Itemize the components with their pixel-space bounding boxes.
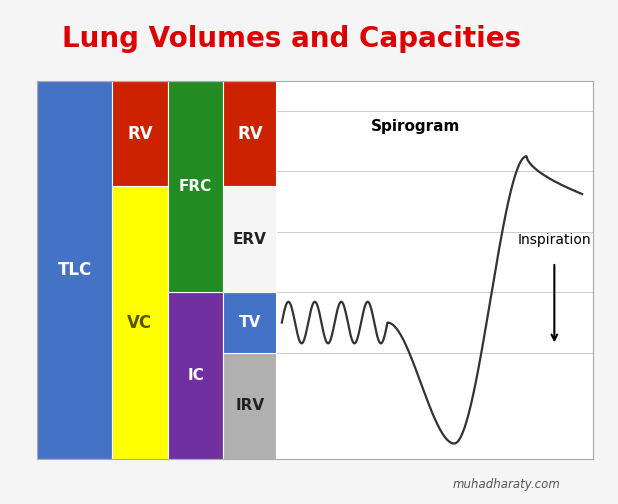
Text: IC: IC: [187, 368, 204, 383]
Bar: [37, 81, 112, 459]
Bar: [224, 292, 276, 353]
Bar: [112, 186, 167, 459]
Text: IRV: IRV: [235, 398, 265, 413]
Bar: [167, 81, 223, 292]
Bar: [112, 81, 167, 186]
Text: TV: TV: [239, 315, 261, 330]
Text: FRC: FRC: [179, 179, 212, 194]
Text: VC: VC: [127, 313, 153, 332]
Bar: [167, 292, 223, 459]
Text: ERV: ERV: [233, 232, 267, 247]
Text: Lung Volumes and Capacities: Lung Volumes and Capacities: [62, 25, 521, 53]
Text: RV: RV: [237, 124, 263, 143]
Text: TLC: TLC: [57, 261, 91, 279]
Text: Spirogram: Spirogram: [371, 118, 460, 134]
Text: RV: RV: [127, 124, 153, 143]
Text: muhadharaty.com: muhadharaty.com: [453, 478, 561, 491]
Bar: [224, 81, 276, 186]
Text: Inspiration: Inspiration: [517, 233, 591, 247]
Bar: [224, 186, 276, 292]
Bar: [224, 353, 276, 459]
